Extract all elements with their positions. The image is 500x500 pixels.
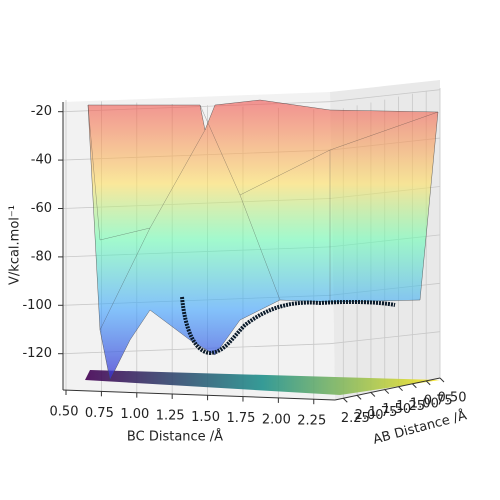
z-axis-title: V/kcal.mol⁻¹ <box>8 205 23 285</box>
z-tick-label: -80 <box>31 249 52 264</box>
x-tick-label: 2.25 <box>297 414 326 429</box>
z-tick-label: -100 <box>22 298 52 313</box>
z-tick-label: -120 <box>22 346 52 361</box>
surface <box>85 99 440 395</box>
trajectory <box>180 296 396 356</box>
y-tick <box>384 389 390 394</box>
y-tick-label: 1.00 <box>410 396 439 411</box>
y-tick-label: 2.00 <box>355 408 384 423</box>
y-tick-label: 0.50 <box>438 391 467 406</box>
y-tick-label: 1.50 <box>382 402 411 417</box>
y-axis-line <box>334 377 441 401</box>
x-tick-label: 0.75 <box>85 406 114 421</box>
y-tick <box>370 392 376 397</box>
y-tick-label: 0.75 <box>424 393 453 408</box>
x-tick-label: 1.50 <box>191 410 220 425</box>
x-tick-label: 1.25 <box>156 408 185 423</box>
y-tick <box>425 380 431 386</box>
y-tick-label: 1.75 <box>368 405 397 420</box>
x-tick-label: 0.50 <box>50 405 79 420</box>
y-tick <box>342 397 348 403</box>
x-tick-label: 1.00 <box>120 407 149 422</box>
grid-line <box>329 89 441 103</box>
axes <box>62 102 441 401</box>
z-tick-label: -20 <box>31 104 52 119</box>
z-tick-label: -40 <box>31 153 52 168</box>
x-tick-label: 2.00 <box>262 412 291 427</box>
x-tick-label: 1.75 <box>226 411 255 426</box>
z-tick-label: -60 <box>31 201 52 216</box>
y-tick <box>398 386 403 392</box>
x-axis-title: BC Distance /Å <box>127 429 223 445</box>
y-tick <box>356 395 362 400</box>
mesh-lines <box>87 104 439 331</box>
contour-floor <box>85 370 440 395</box>
y-tick <box>412 383 417 389</box>
y-tick <box>439 377 445 383</box>
y-tick-label: 1.25 <box>396 399 425 414</box>
y-tick-label: 2.25 <box>341 411 370 426</box>
x-axis-line <box>62 389 336 401</box>
